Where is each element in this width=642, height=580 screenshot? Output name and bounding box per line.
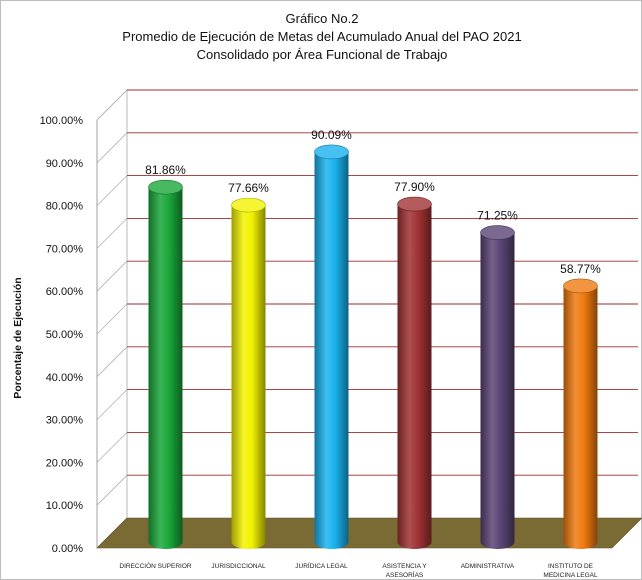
gridline-diagonal — [96, 474, 128, 506]
y-tick-label: 40.00% — [46, 372, 84, 384]
chart-subtitle-line-2: Consolidado por Área Funcional de Trabaj… — [196, 47, 448, 62]
bar — [314, 144, 349, 549]
y-axis-label: Porcentaje de Ejecución — [12, 277, 24, 398]
bar-top — [148, 179, 183, 195]
bars — [148, 144, 598, 550]
y-tick-label: 50.00% — [46, 329, 84, 341]
data-label: 90.09% — [311, 128, 352, 142]
gridline-diagonal — [96, 432, 128, 463]
data-label: 71.25% — [477, 209, 518, 223]
gridlines — [96, 89, 638, 549]
x-tick-label: ADMINISTRATIVA — [461, 563, 515, 570]
bar-top — [314, 144, 349, 160]
y-axis: 0.00% 10.00% 20.00% 30.00% 40.00% 50.00% 60.00… — [40, 115, 84, 555]
y-tick-label: 90.00% — [46, 158, 84, 170]
bar-body — [314, 151, 349, 549]
data-label: 81.86% — [145, 163, 186, 177]
bar-top — [480, 225, 515, 240]
bar — [148, 179, 183, 549]
gridline-diagonal — [96, 89, 128, 121]
bar-body — [148, 187, 183, 549]
data-label: 77.66% — [228, 181, 269, 195]
x-tick-label: JURÍDICA LEGAL — [295, 561, 348, 570]
data-labels: 81.86% 77.66% 90.09% 77.90% 71.25% 58.77% — [145, 128, 601, 276]
x-tick-label: MEDICINA LEGAL — [543, 572, 598, 579]
data-label: 58.77% — [560, 262, 601, 276]
bar-body — [231, 205, 266, 549]
bar — [231, 197, 266, 549]
y-tick-label: 20.00% — [46, 457, 84, 469]
bar-body — [480, 232, 515, 550]
gridline-diagonal — [96, 218, 128, 249]
y-tick-label: 100.00% — [40, 115, 84, 127]
x-axis: DIRECCIÓN SUPERIOR JURISDICCIONAL JURÍDICA… — [119, 561, 598, 579]
gridline-diagonal — [96, 389, 128, 420]
x-tick-label: INSTITUTO DE — [548, 563, 594, 570]
bar — [397, 196, 432, 549]
y-tick-label: 10.00% — [46, 500, 84, 512]
bar — [563, 278, 598, 549]
data-label: 77.90% — [394, 180, 435, 194]
bar-top — [563, 278, 598, 294]
y-tick-label: 30.00% — [46, 415, 84, 427]
gridline-diagonal — [96, 175, 128, 206]
x-tick-label: ASESORÍAS — [386, 570, 424, 579]
x-tick-label: ASISTENCIA Y — [382, 563, 427, 570]
chart-title: Gráfico No.2 — [285, 11, 359, 26]
x-tick-label: DIRECCIÓN SUPERIOR — [119, 561, 192, 570]
x-tick-label: JURISDICCIONAL — [211, 563, 266, 570]
gridline-diagonal — [96, 260, 128, 292]
chart-subtitle-line-1: Promedio de Ejecución de Metas del Acumu… — [122, 29, 522, 44]
y-tick-label: 80.00% — [46, 201, 84, 213]
bar-top — [231, 197, 266, 213]
bar-body — [563, 285, 598, 549]
y-tick-label: 60.00% — [46, 286, 84, 298]
bar-body — [397, 204, 432, 549]
bar — [480, 225, 515, 550]
y-tick-label: 0.00% — [52, 543, 83, 555]
gridline-diagonal — [96, 346, 128, 378]
gridline-diagonal — [96, 303, 128, 335]
bar-top — [397, 196, 432, 212]
y-tick-label: 70.00% — [46, 243, 84, 255]
gridline-diagonal — [96, 132, 128, 164]
